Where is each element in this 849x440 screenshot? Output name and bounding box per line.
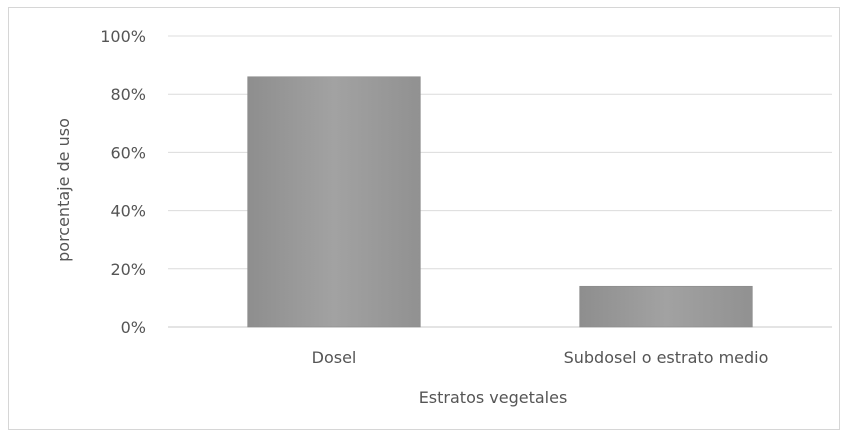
y-tick-label: 80% [110,85,146,104]
y-tick-label: 20% [110,260,146,279]
bar-1 [247,76,421,328]
y-axis-tick-labels: 0% 20% 40% 60% 80% 100% [100,27,146,337]
chart-frame [8,7,840,430]
y-tick-label: 0% [121,318,146,337]
y-tick-label: 60% [110,143,146,162]
y-axis-title: porcentaje de uso [54,118,73,262]
x-tick-label: Dosel [312,348,357,367]
bars [247,76,753,328]
x-axis-title: Estratos vegetales [419,388,568,407]
bar-2 [579,285,753,328]
x-tick-label: Subdosel o estrato medio [564,348,769,367]
y-tick-label: 40% [110,202,146,221]
y-tick-label: 100% [100,27,146,46]
x-axis-tick-labels: Dosel Subdosel o estrato medio [312,348,769,367]
